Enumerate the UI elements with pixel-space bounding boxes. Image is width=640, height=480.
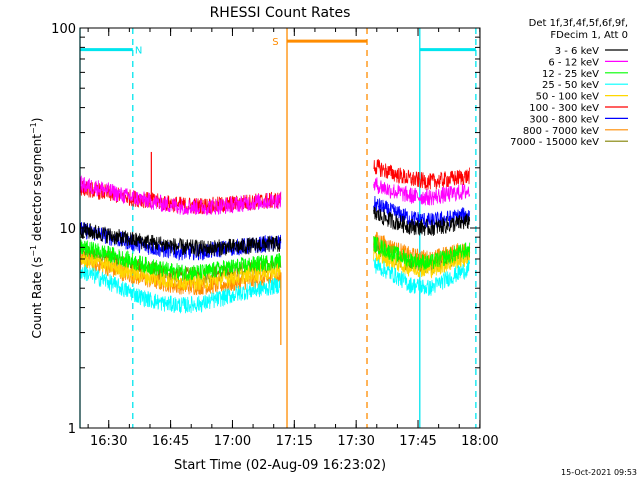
series-line: [373, 236, 471, 271]
legend-header-line: FDecim 1, Att 0: [550, 30, 628, 41]
plot-frame: 16:30 16:45 17:00 17:15 17:30 17:45 18:00 1 10 10…: [51, 22, 498, 449]
x-tick-label: 16:30: [90, 434, 127, 449]
y-tick-label: 100: [51, 22, 76, 37]
series-line: [79, 239, 282, 281]
series-line: [79, 175, 282, 216]
series-line: [373, 206, 471, 236]
series-line: [79, 252, 282, 296]
legend-label: 7000 - 15000 keV: [510, 137, 599, 148]
y-tick-label: 1: [68, 422, 76, 437]
x-axis-label: Start Time (02-Aug-09 16:23:02): [174, 458, 386, 473]
y-tick-label: 10: [59, 222, 76, 237]
legend-label: 25 - 50 keV: [542, 80, 599, 91]
legend-label: 12 - 25 keV: [542, 69, 599, 80]
legend: Det 1f,3f,4f,5f,6f,9f,FDecim 1, Att 0 3 -…: [510, 18, 628, 148]
legend-label: 100 - 300 keV: [529, 103, 599, 114]
interval-label: S: [272, 37, 278, 48]
series-line: [79, 264, 282, 314]
legend-label: 3 - 6 keV: [555, 46, 599, 57]
x-tick-label: 17:30: [337, 434, 374, 449]
series-line: [79, 251, 282, 291]
series-lines: [79, 151, 471, 346]
legend-label: 300 - 800 keV: [529, 114, 599, 125]
legend-label: 800 - 7000 keV: [523, 126, 599, 137]
series-line: [373, 257, 471, 296]
y-axis-label: Count Rate (s−1 detector segment−1): [29, 118, 44, 339]
legend-header-line: Det 1f,3f,4f,5f,6f,9f,: [529, 18, 628, 29]
series-line: [79, 222, 282, 257]
x-tick-label: 17:00: [214, 434, 251, 449]
series-line: [373, 159, 471, 190]
x-tick-label: 17:15: [276, 434, 313, 449]
legend-label: 6 - 12 keV: [548, 57, 599, 68]
timestamp: 15-Oct-2021 09:53: [561, 468, 637, 477]
series-line: [373, 177, 471, 206]
interval-label: N: [135, 46, 142, 57]
x-tick-label: 16:45: [152, 434, 189, 449]
chart-title: RHESSI Count Rates: [210, 5, 351, 21]
x-tick-label: 17:45: [399, 434, 436, 449]
x-tick-label: 18:00: [461, 434, 498, 449]
legend-label: 50 - 100 keV: [536, 92, 600, 103]
